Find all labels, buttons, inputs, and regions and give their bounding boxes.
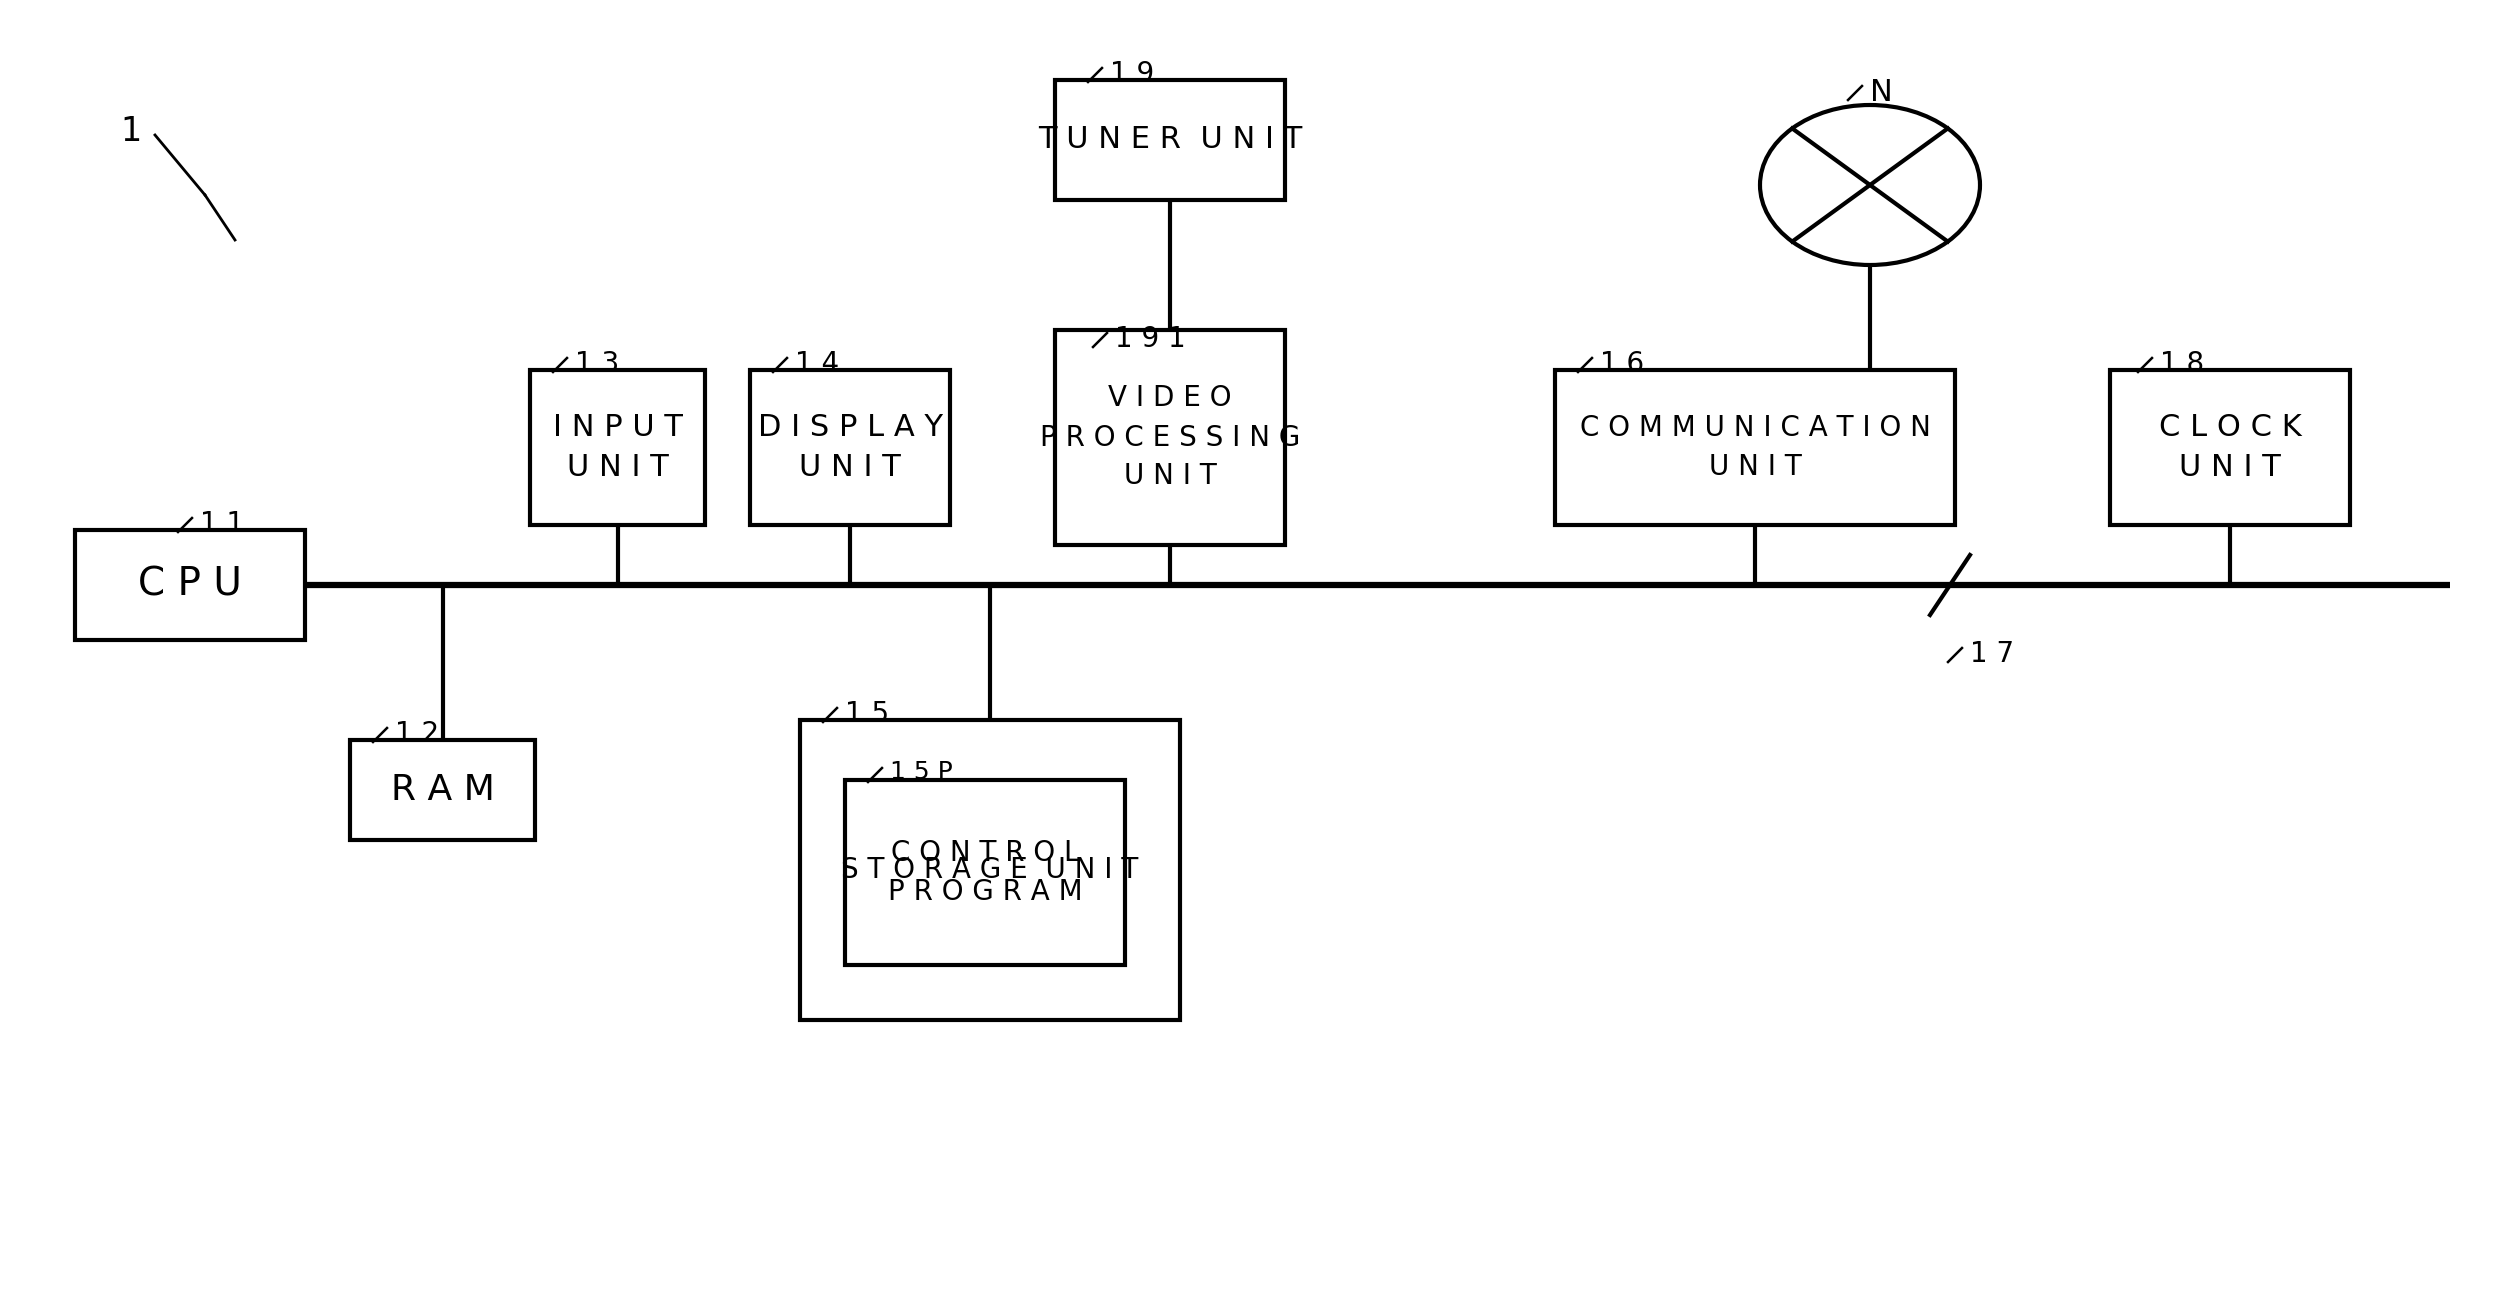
Text: 1 3: 1 3 [576, 351, 619, 378]
Text: 1 8: 1 8 [2160, 351, 2203, 378]
Bar [749, 370, 951, 525]
Text: 1 5 P: 1 5 P [890, 761, 953, 784]
Text: S T O R A G E  U N I T: S T O R A G E U N I T [843, 856, 1139, 884]
Bar [1554, 370, 1954, 525]
Ellipse shape [1760, 104, 1979, 266]
Bar [845, 780, 1124, 965]
Text: R A M: R A M [390, 773, 495, 807]
Bar [75, 530, 304, 641]
Bar [1054, 330, 1285, 545]
Text: C L O C K
U N I T: C L O C K U N I T [2158, 412, 2301, 482]
Text: 1 6: 1 6 [1600, 351, 1645, 378]
Text: D I S P L A Y
U N I T: D I S P L A Y U N I T [757, 412, 943, 482]
Bar [1054, 80, 1285, 200]
Text: 1 9: 1 9 [1109, 61, 1154, 88]
Text: C O N T R O L
P R O G R A M: C O N T R O L P R O G R A M [888, 839, 1081, 906]
Bar [2110, 370, 2349, 525]
Text: T U N E R  U N I T: T U N E R U N I T [1039, 125, 1303, 155]
Bar [350, 740, 536, 840]
Text: I N P U T
U N I T: I N P U T U N I T [553, 412, 682, 482]
Text: 1 1: 1 1 [201, 510, 244, 538]
Text: C P U: C P U [138, 566, 241, 605]
Text: V I D E O
P R O C E S S I N G
U N I T: V I D E O P R O C E S S I N G U N I T [1039, 384, 1300, 491]
Text: C O M M U N I C A T I O N
U N I T: C O M M U N I C A T I O N U N I T [1579, 414, 1932, 481]
Text: 1 5: 1 5 [845, 700, 890, 728]
Text: 1 9 1: 1 9 1 [1114, 325, 1185, 353]
Text: 1 4: 1 4 [795, 351, 840, 378]
Bar [800, 721, 1180, 1020]
Text: 1 2: 1 2 [395, 721, 440, 748]
Text: 1 7: 1 7 [1969, 641, 2015, 668]
Bar [531, 370, 704, 525]
Text: N: N [1871, 79, 1894, 107]
Text: 1: 1 [121, 115, 141, 148]
